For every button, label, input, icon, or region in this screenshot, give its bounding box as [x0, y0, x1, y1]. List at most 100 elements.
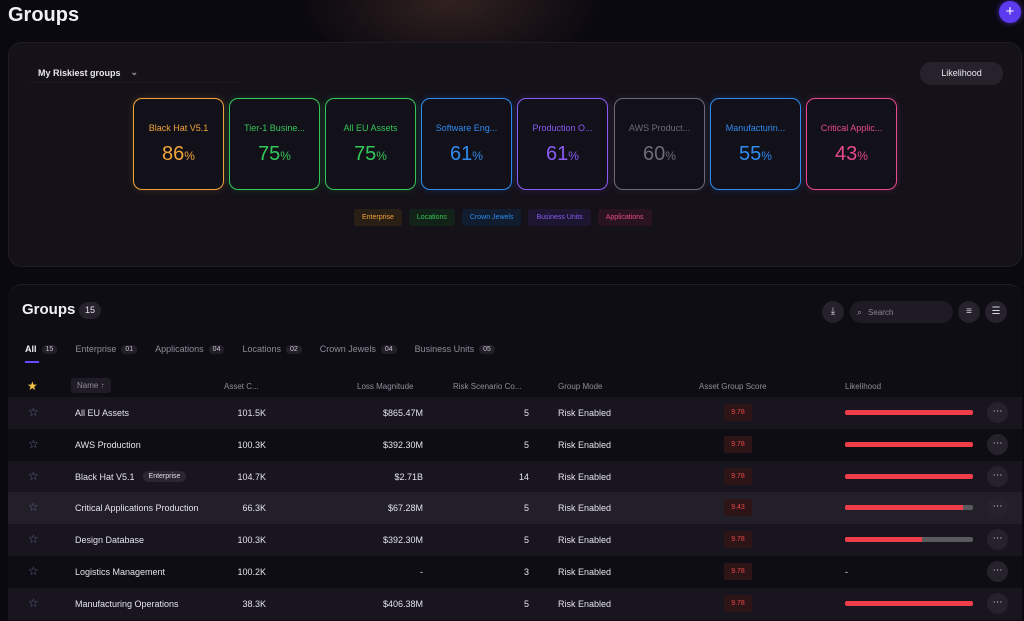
table-body: ☆ All EU Assets 101.5K $865.47M 5 Risk Enable…	[8, 397, 1022, 620]
likelihood-bar-fill	[845, 505, 963, 511]
more-options-button[interactable]: ⋯	[987, 433, 1008, 455]
tab-count: 15	[41, 344, 58, 354]
table-row[interactable]: ☆ Logistics Management 100.2K - 3 Risk Enable…	[8, 556, 1022, 588]
row-loss-magnitude: $865.47M	[382, 408, 423, 418]
riskiest-groups-panel: My Riskiest groups ⌄ Likelihood Black Ha…	[8, 42, 1022, 267]
table-row[interactable]: ☆ Design Database 100.3K $392.30M 5 Risk Enab…	[8, 524, 1022, 556]
likelihood-bar	[845, 600, 973, 606]
tab-locations[interactable]: Locations 02	[242, 341, 302, 357]
legend-chip[interactable]: Applications	[597, 209, 652, 226]
row-name-cell: All EU Assets	[75, 406, 129, 420]
column-header-asset-count[interactable]: Asset C...	[224, 382, 259, 391]
legend-chip[interactable]: Locations	[408, 209, 455, 226]
tab-label: Locations	[242, 344, 281, 354]
tab-label: All	[25, 344, 37, 354]
score-card-name: Production O...	[532, 123, 593, 133]
score-card-value: 75%	[354, 143, 387, 165]
checklist-icon: ☰	[991, 306, 1001, 317]
column-header-loss-magnitude[interactable]: Loss Magnitude	[357, 382, 414, 391]
row-loss-magnitude: $406.38M	[382, 598, 423, 609]
legend: Enterprise Locations Crown Jewels Business …	[354, 209, 652, 226]
star-icon[interactable]: ☆	[28, 468, 39, 483]
likelihood-bar-fill	[845, 473, 973, 479]
star-icon[interactable]: ☆	[28, 500, 39, 515]
column-header-likelihood[interactable]: Likelihood	[845, 382, 882, 391]
riskiest-groups-dropdown[interactable]: My Riskiest groups ⌄	[29, 63, 239, 83]
more-options-button[interactable]: ⋯	[987, 402, 1008, 423]
more-options-button[interactable]: ⋯	[987, 529, 1008, 551]
row-name: Logistics Management	[75, 566, 166, 577]
star-icon[interactable]: ☆	[28, 436, 39, 451]
legend-chip[interactable]: Business Units	[528, 209, 591, 226]
likelihood-button[interactable]: Likelihood	[920, 62, 1003, 85]
row-likelihood-empty: -	[845, 566, 848, 577]
column-header-group-mode[interactable]: Group Mode	[558, 382, 603, 391]
score-card[interactable]: Software Eng... 61%	[421, 98, 512, 190]
likelihood-bar	[845, 473, 973, 479]
row-group-mode: Risk Enabled	[558, 598, 612, 609]
score-card[interactable]: Black Hat V5.1 86%	[133, 98, 224, 190]
score-card[interactable]: Tier-1 Busine... 75%	[229, 98, 320, 190]
star-icon[interactable]: ☆	[28, 532, 39, 547]
tab-all[interactable]: All 15	[25, 341, 58, 363]
table-row[interactable]: ☆ All EU Assets 101.5K $865.47M 5 Risk Enable…	[8, 397, 1022, 429]
more-options-button[interactable]: ⋯	[987, 560, 1008, 582]
tab-crown-jewels[interactable]: Crown Jewels 04	[320, 341, 397, 357]
star-header-icon[interactable]: ★	[27, 379, 38, 393]
score-card-value: 61%	[450, 143, 483, 165]
group-tabs: All 15 Enterprise 01 Applications 04 Locations…	[25, 341, 495, 363]
star-icon[interactable]: ☆	[28, 595, 39, 610]
table-row[interactable]: ☆ AWS Production 100.3K $392.30M 5 Risk Enabl…	[8, 429, 1022, 461]
row-asset-count: 38.3K	[242, 598, 266, 609]
score-card-value: 43%	[835, 143, 868, 165]
row-asset-count: 104.7K	[237, 471, 266, 482]
column-settings-button[interactable]: ☰	[985, 301, 1007, 323]
table-header: ★ Name ↑ Asset C... Loss Magnitude Risk …	[8, 375, 1022, 397]
legend-chip[interactable]: Crown Jewels	[461, 209, 522, 226]
star-icon[interactable]: ☆	[28, 563, 39, 578]
add-group-button[interactable]: +	[999, 1, 1021, 23]
tab-count: 01	[121, 344, 138, 354]
legend-chip[interactable]: Enterprise	[354, 209, 402, 226]
row-scenario-count: 5	[523, 535, 529, 546]
filter-button[interactable]: ≡	[958, 301, 980, 323]
score-card-value: 55%	[739, 143, 772, 165]
likelihood-bar-fill	[845, 441, 973, 447]
more-options-button[interactable]: ⋯	[987, 592, 1008, 614]
score-card-name: All EU Assets	[343, 123, 398, 133]
tab-business-units[interactable]: Business Units 05	[415, 341, 495, 357]
score-card[interactable]: All EU Assets 75%	[325, 98, 416, 190]
row-scenario-count: 5	[523, 408, 529, 418]
tab-label: Enterprise	[75, 344, 117, 354]
row-loss-magnitude: $2.71B	[394, 471, 423, 482]
row-name: Design Database	[75, 535, 145, 546]
row-score-badge: 9.43	[724, 499, 752, 517]
score-cards: Black Hat V5.1 86% Tier-1 Busine... 75% All …	[133, 98, 905, 190]
star-icon[interactable]: ☆	[28, 405, 39, 419]
column-header-risk-scenario[interactable]: Risk Scenario Co...	[453, 382, 522, 391]
score-card[interactable]: Production O... 61%	[517, 98, 608, 190]
score-card[interactable]: Critical Applic... 43%	[806, 98, 897, 190]
more-options-button[interactable]: ⋯	[987, 465, 1008, 487]
search-input[interactable]	[868, 307, 939, 317]
score-card[interactable]: AWS Product... 60%	[614, 98, 705, 190]
download-button[interactable]: ⤓	[822, 301, 844, 323]
row-scenario-count: 5	[523, 439, 529, 450]
column-header-asset-group-score[interactable]: Asset Group Score	[699, 382, 767, 391]
table-row[interactable]: ☆ Manufacturing Operations 38.3K $406.38M 5 R…	[8, 587, 1022, 620]
score-card-name: Tier-1 Busine...	[244, 123, 305, 133]
row-score-badge: 9.78	[724, 594, 752, 612]
table-row[interactable]: ☆ Critical Applications Production 66.3K $6…	[8, 492, 1022, 525]
row-loss-magnitude: $392.30M	[382, 535, 423, 546]
row-name: Critical Applications Production	[75, 503, 199, 514]
column-header-name[interactable]: Name ↑	[71, 378, 111, 393]
tab-enterprise[interactable]: Enterprise 01	[75, 341, 138, 357]
more-options-button[interactable]: ⋯	[987, 497, 1008, 519]
score-card-value: 60%	[643, 143, 676, 165]
tab-label: Crown Jewels	[319, 344, 376, 354]
score-card[interactable]: Manufacturin... 55%	[710, 98, 801, 190]
table-row[interactable]: ☆ Black Hat V5.1 Enterprise 104.7K $2.71B 14 R…	[8, 460, 1022, 493]
tab-applications[interactable]: Applications 04	[155, 341, 225, 357]
groups-table: ★ Name ↑ Asset C... Loss Magnitude Risk …	[8, 375, 1022, 620]
search-box[interactable]: ⌕	[850, 301, 953, 323]
